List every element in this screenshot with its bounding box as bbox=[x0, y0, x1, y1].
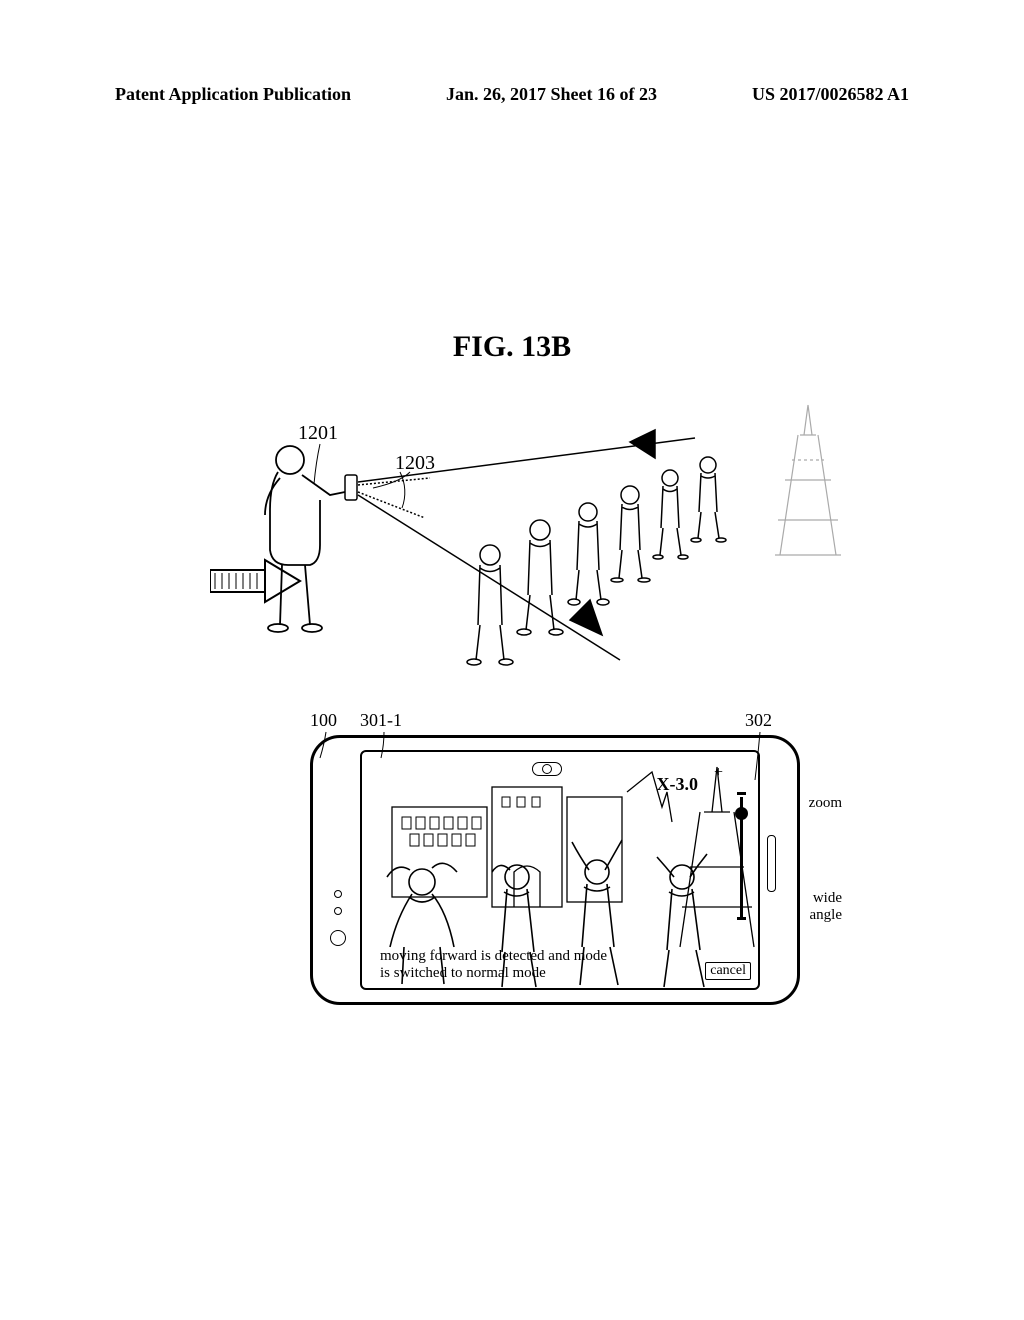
header-center: Jan. 26, 2017 Sheet 16 of 23 bbox=[446, 84, 657, 105]
slider-angle-label: angle bbox=[810, 907, 842, 924]
slider-wide-label: wide bbox=[813, 890, 842, 907]
plus-icon: + bbox=[714, 764, 723, 782]
people-row bbox=[467, 457, 726, 665]
direction-arrow-icon bbox=[210, 560, 300, 602]
leader-line-1201 bbox=[312, 442, 342, 487]
sensor-dot-2 bbox=[334, 907, 342, 915]
home-button[interactable] bbox=[330, 930, 346, 946]
figure-title: FIG. 13B bbox=[0, 330, 1024, 364]
slider-bot-cap bbox=[737, 917, 746, 920]
toast-line-1: moving forward is detected and mode bbox=[380, 948, 607, 965]
zoom-value: X-3.0 bbox=[657, 774, 699, 795]
device-mockup: + X-3.0 cancel moving forward is detecte… bbox=[310, 735, 800, 1005]
header-right: US 2017/0026582 A1 bbox=[752, 84, 909, 105]
phone-in-hand-icon bbox=[345, 475, 357, 500]
toast-line-2: is switched to normal mode bbox=[380, 965, 607, 982]
ref-302: 302 bbox=[745, 710, 772, 731]
zoom-slider-thumb[interactable] bbox=[735, 807, 748, 820]
slider-top-cap bbox=[737, 792, 746, 795]
slider-zoom-label: zoom bbox=[809, 795, 842, 812]
cancel-button[interactable]: cancel bbox=[705, 962, 751, 980]
ref-100: 100 bbox=[310, 710, 337, 731]
patent-header: Patent Application Publication Jan. 26, … bbox=[0, 84, 1024, 105]
sensor-dot-1 bbox=[334, 890, 342, 898]
header-left: Patent Application Publication bbox=[115, 84, 351, 105]
tower-icon bbox=[775, 405, 841, 555]
device-screen[interactable]: + X-3.0 cancel moving forward is detecte… bbox=[360, 750, 760, 990]
toast-message: moving forward is detected and mode is s… bbox=[380, 948, 607, 983]
speaker-slot bbox=[767, 835, 776, 892]
leader-line-1203 bbox=[370, 470, 420, 500]
ref-301-1: 301-1 bbox=[360, 710, 402, 731]
